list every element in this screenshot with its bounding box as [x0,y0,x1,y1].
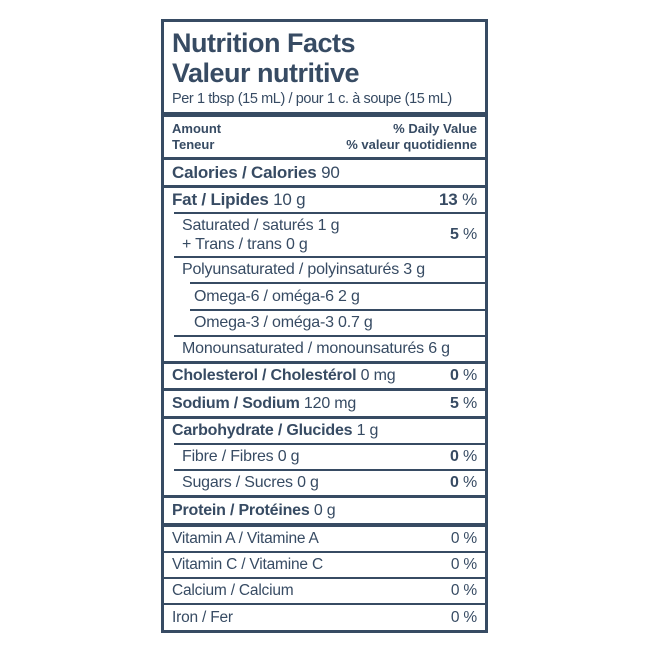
dv-label-fr: % valeur quotidienne [346,137,477,153]
amount-label-en: Amount [172,121,222,137]
row-fat: Fat / Lipides 10 g 13 % [164,188,485,212]
row-iron: Iron / Fer 0 % [164,606,485,630]
daily-value: 13 % [439,189,477,209]
row-monounsaturated: Monounsaturated / monounsaturés 6 g [164,337,485,361]
divider [164,415,485,419]
nutrient-name: Sodium / Sodium 120 mg [172,394,357,412]
nutrient-name: Vitamin A / Vitamine A [172,529,319,547]
divider [174,442,485,445]
row-cholesterol: Cholesterol / Cholestérol 0 mg 0 % [164,364,485,388]
nutrient-name: Monounsaturated / monounsaturés 6 g [182,340,450,357]
nutrient-name: Omega-3 / oméga-3 0.7 g [194,313,373,331]
nutrient-name: Fibre / Fibres 0 g [182,448,300,465]
divider [174,469,485,472]
row-omega3: Omega-3 / oméga-3 0.7 g [164,311,485,335]
nutrient-name: Vitamin C / Vitamine C [172,556,323,573]
nutrition-facts-label: Nutrition Facts Valeur nutritive Per 1 t… [161,19,488,633]
daily-value: 0 % [450,367,477,385]
label-header: Nutrition Facts Valeur nutritive Per 1 t… [164,22,485,112]
divider [164,603,485,606]
divider [190,282,485,285]
row-vitamin-c: Vitamin C / Vitamine C 0 % [164,553,485,577]
row-carbohydrate: Carbohydrate / Glucides 1 g [164,419,485,443]
daily-value: 0 % [450,608,477,626]
nutrient-name: Saturated / saturés 1 g + Trans / trans … [182,217,340,253]
divider [164,361,485,365]
daily-value: 0 % [450,529,477,547]
row-saturated-trans: Saturated / saturés 1 g + Trans / trans … [164,214,485,256]
daily-value: 0 % [450,448,477,465]
nutrient-name: Carbohydrate / Glucides 1 g [172,421,379,439]
row-sugars: Sugars / Sucres 0 g 0 % [164,471,485,495]
column-headers: Amount Teneur % Daily Value % valeur quo… [164,117,485,157]
dv-label-en: % Daily Value [393,121,477,137]
divider [174,211,485,214]
row-calories: Calories / Calories 90 [164,161,485,185]
nutrient-name: Calcium / Calcium [172,582,294,600]
nutrient-name: Calories / Calories 90 [172,162,340,182]
divider [164,112,485,118]
daily-value-header: % Daily Value % valeur quotidienne [346,121,477,153]
row-protein: Protein / Protéines 0 g [164,499,485,523]
divider [164,550,485,553]
nutrient-name: Cholesterol / Cholestérol 0 mg [172,367,396,385]
divider [164,388,485,392]
nutrient-name: Iron / Fer [172,608,233,626]
row-vitamin-a: Vitamin A / Vitamine A 0 % [164,527,485,551]
divider [164,522,485,527]
title-english: Nutrition Facts [172,28,356,58]
amount-label-fr: Teneur [172,137,215,153]
nutrient-name: Protein / Protéines 0 g [172,501,336,519]
nutrient-name: Polyunsaturated / polyinsaturés 3 g [182,261,425,279]
daily-value: 5 % [450,226,477,243]
daily-value: 5 % [450,394,477,412]
nutrient-name: Sugars / Sucres 0 g [182,474,319,492]
daily-value: 0 % [450,474,477,492]
nutrient-name: Fat / Lipides 10 g [172,189,306,209]
nutrient-name: Omega-6 / oméga-6 2 g [194,287,360,305]
daily-value: 0 % [450,556,477,573]
row-omega6: Omega-6 / oméga-6 2 g [164,285,485,309]
row-calcium: Calcium / Calcium 0 % [164,579,485,603]
title-french: Valeur nutritive [172,58,360,88]
divider [190,308,485,311]
row-sodium: Sodium / Sodium 120 mg 5 % [164,392,485,416]
amount-header: Amount Teneur [172,121,221,153]
divider [164,184,485,188]
divider [164,157,485,161]
row-polyunsaturated: Polyunsaturated / polyinsaturés 3 g [164,258,485,282]
row-fibre: Fibre / Fibres 0 g 0 % [164,445,485,469]
daily-value: 0 % [450,582,477,600]
divider [174,334,485,337]
divider [164,577,485,580]
divider [174,256,485,259]
divider [164,495,485,499]
serving-size: Per 1 tbsp (15 mL) / pour 1 c. à soupe (… [172,91,452,107]
